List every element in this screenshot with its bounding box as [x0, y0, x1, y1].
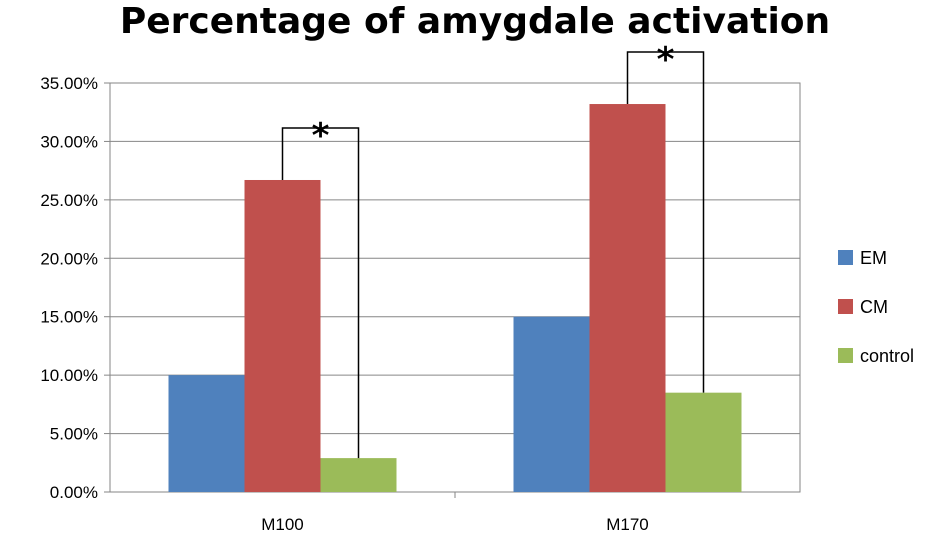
y-tick-label: 25.00% [40, 191, 98, 210]
legend: EM CM control [838, 248, 914, 366]
y-tick-label: 30.00% [40, 132, 98, 151]
y-tick-label: 15.00% [40, 308, 98, 327]
bar [244, 179, 321, 492]
y-tick-label: 35.00% [40, 74, 98, 93]
y-tick-label: 5.00% [50, 425, 98, 444]
legend-label: CM [860, 297, 888, 317]
bar [168, 375, 245, 492]
x-tick-label: M100 [261, 515, 304, 534]
x-tick-label: M170 [606, 515, 649, 534]
legend-swatch [838, 348, 853, 363]
bar [665, 392, 742, 492]
legend-swatch [838, 250, 853, 265]
significance-star: * [312, 116, 330, 156]
y-tick-label: 20.00% [40, 249, 98, 268]
legend-swatch [838, 299, 853, 314]
significance-bracket [626, 51, 705, 393]
chart-title: Percentage of amygdale activation [119, 1, 831, 42]
y-tick-label: 10.00% [40, 366, 98, 385]
y-tick-label: 0.00% [50, 483, 98, 502]
bar [589, 104, 666, 492]
bar [513, 316, 590, 492]
legend-label: EM [860, 248, 887, 268]
significance-bracket [281, 127, 360, 459]
bar [320, 458, 397, 492]
plot-area: 0.00% 5.00% 10.00% 15.00% 20.00% 25.00% 30.00%… [40, 40, 801, 534]
legend-label: control [860, 346, 914, 366]
significance-star: * [657, 40, 675, 80]
